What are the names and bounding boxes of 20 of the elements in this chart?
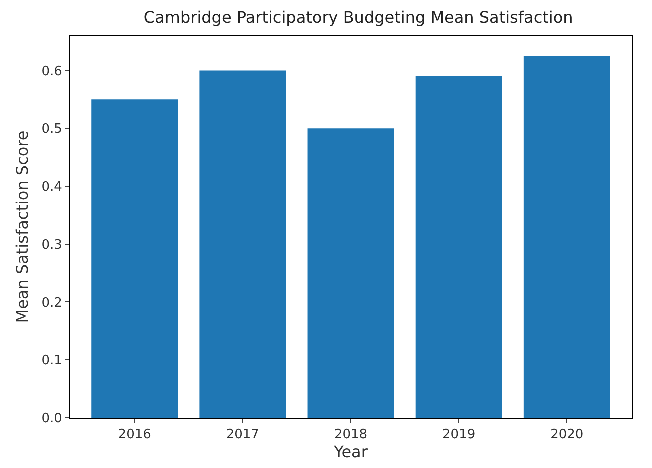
y-tick-label: 0.6 xyxy=(42,64,62,80)
y-tick-label: 0.0 xyxy=(42,412,62,427)
bar xyxy=(308,128,394,418)
x-tick-label: 2018 xyxy=(334,428,368,443)
y-tick-label: 0.4 xyxy=(42,180,62,196)
bar xyxy=(524,56,610,418)
x-tick-label: 2019 xyxy=(442,428,476,443)
bar xyxy=(200,70,286,418)
y-tick-label: 0.2 xyxy=(42,296,62,311)
y-tick-label: 0.5 xyxy=(42,122,62,138)
x-tick-label: 2017 xyxy=(226,428,260,443)
x-axis-title: Year xyxy=(333,442,368,462)
y-tick-label: 0.1 xyxy=(42,354,62,369)
y-axis-title: Mean Satisfaction Score xyxy=(13,130,32,324)
x-tick-label: 2020 xyxy=(550,428,584,443)
y-tick-label: 0.3 xyxy=(42,238,62,253)
bar xyxy=(92,100,178,418)
x-tick-label: 2016 xyxy=(118,428,152,443)
chart-title: Cambridge Participatory Budgeting Mean Satisfaction xyxy=(144,8,574,27)
bar xyxy=(416,76,502,418)
